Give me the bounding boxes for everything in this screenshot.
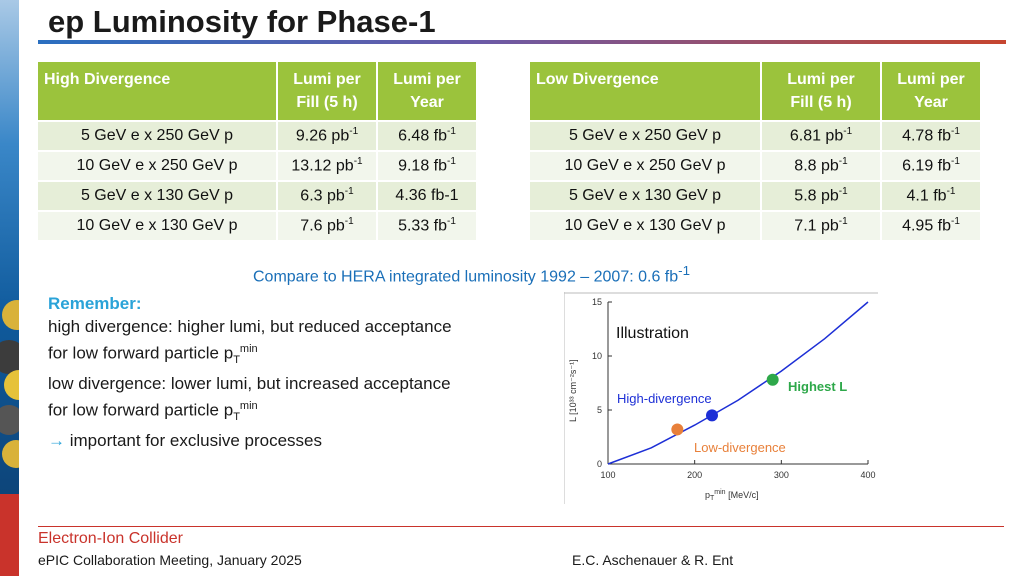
table-cell: 10 GeV e x 250 GeV p [38,152,276,180]
arrow-right-icon: → [48,431,65,451]
table-cell: 10 GeV e x 250 GeV p [530,152,760,180]
low-divergence-table: Low Divergence Lumi per Fill (5 h) Lumi … [528,60,982,242]
pt-subscript: T [233,411,240,424]
table-row: 5 GeV e x 250 GeV p 6.81 pb-1 4.78 fb-1 [530,122,980,150]
table-cell: 10 GeV e x 130 GeV p [530,212,760,240]
chart-points [671,373,779,436]
table-cell: 8.8 pb-1 [762,152,880,180]
table-row: 10 GeV e x 250 GeV p 8.8 pb-1 6.19 fb-1 [530,152,980,180]
y-axis-label: L [10³³ cm⁻²s⁻¹] [568,359,578,422]
table-cell: 13.12 pb-1 [278,152,376,180]
table-row: 10 GeV e x 130 GeV p 7.6 pb-1 5.33 fb-1 [38,212,476,240]
decorative-sphere [2,300,19,330]
x-axis-label-sup: min [714,489,725,496]
table-header: High Divergence [38,62,276,120]
table-cell: 4.1 fb-1 [882,182,980,210]
remember-line-text: important for exclusive processes [69,431,323,451]
chart-background [564,292,878,504]
y-tick-label: 15 [592,297,602,307]
table-cell: 5 GeV e x 130 GeV p [38,182,276,210]
table-cell: 5.33 fb-1 [378,212,476,240]
x-tick-label: 200 [687,470,702,480]
table-row: 5 GeV e x 130 GeV p 6.3 pb-1 4.36 fb-1 [38,182,476,210]
remember-line: → important for exclusive processes [48,429,528,452]
hera-comparison-note: Compare to HERA integrated luminosity 19… [253,263,690,286]
table-cell: 6.3 pb-1 [278,182,376,210]
table-header: Lumi per Year [378,62,476,120]
pt-subscript: T [233,354,240,367]
high-divergence-label: High-divergence [617,391,712,406]
high-table-body: 5 GeV e x 250 GeV p 9.26 pb-1 6.48 fb-1 10 … [38,122,476,240]
illustration-label: Illustration [616,325,689,342]
footer-divider [38,526,1004,527]
table-row: 10 GeV e x 250 GeV p 13.12 pb-1 9.18 fb-1 [38,152,476,180]
table-header: Lumi per Year [882,62,980,120]
pt-superscript: min [239,343,258,355]
y-tick-label: 0 [597,459,602,469]
title-underline [38,40,1006,44]
remember-title: Remember: [48,294,142,313]
x-tick-label: 400 [860,470,875,480]
hera-note-text: Compare to HERA integrated luminosity 19… [253,268,679,286]
low-table-body: 5 GeV e x 250 GeV p 6.81 pb-1 4.78 fb-1 10 … [530,122,980,240]
table-cell: 4.95 fb-1 [882,212,980,240]
x-axis-label-main: p [705,490,710,500]
table-row: 10 GeV e x 130 GeV p 7.1 pb-1 4.95 fb-1 [530,212,980,240]
table-cell: 4.78 fb-1 [882,122,980,150]
decorative-sphere [2,440,19,468]
data-point-low-divergence [671,423,684,436]
table-cell: 7.1 pb-1 [762,212,880,240]
table-header: Lumi per Fill (5 h) [278,62,376,120]
x-tick-label: 100 [600,470,615,480]
table-cell: 5 GeV e x 250 GeV p [530,122,760,150]
table-cell: 6.19 fb-1 [882,152,980,180]
remember-line: for low forward particle pTmin [48,395,528,429]
table-cell: 9.18 fb-1 [378,152,476,180]
footer-authors: E.C. Aschenauer & R. Ent [572,552,734,568]
luminosity-vs-pt-chart: 100 200 300 400 0 5 10 15 Illustration High-div… [564,292,878,504]
table-header: Low Divergence [530,62,760,120]
table-row: 5 GeV e x 130 GeV p 5.8 pb-1 4.1 fb-1 [530,182,980,210]
table-cell: 5 GeV e x 130 GeV p [530,182,760,210]
remember-line: high divergence: higher lumi, but reduce… [48,317,452,336]
remember-line: for low forward particle pTmin [48,338,528,372]
luminosity-curve [607,301,869,465]
x-axis-label-unit: [MeV/c] [726,490,759,500]
y-tick-label: 10 [592,351,602,361]
table-header: Lumi per Fill (5 h) [762,62,880,120]
x-tick-label: 300 [774,470,789,480]
remember-line: low divergence: lower lumi, but increase… [48,374,451,394]
y-tick-label: 5 [597,405,602,415]
table-cell: 7.6 pb-1 [278,212,376,240]
table-cell: 6.48 fb-1 [378,122,476,150]
left-strip-red-band [0,494,19,576]
decorative-sphere [4,370,19,400]
data-point-high-divergence [706,409,718,422]
table-cell: 10 GeV e x 130 GeV p [38,212,276,240]
chart-axes: 100 200 300 400 0 5 10 15 [592,297,876,480]
footer-meeting: ePIC Collaboration Meeting, January 2025 [38,552,302,568]
table-cell: 5 GeV e x 250 GeV p [38,122,276,150]
decorative-sphere [0,340,19,374]
high-divergence-table: High Divergence Lumi per Fill (5 h) Lumi… [36,60,478,242]
hera-note-exponent: -1 [678,263,690,278]
highest-l-label: Highest L [788,379,847,394]
table-cell: 6.81 pb-1 [762,122,880,150]
x-axis-label-sub: T [710,495,715,502]
decorative-sphere [0,405,19,435]
remember-notes: Remember: high divergence: higher lumi, … [48,292,528,452]
remember-line-text: for low forward particle p [48,400,234,420]
left-decoration [0,0,19,576]
data-point-highest-l [766,373,779,386]
low-divergence-label: Low-divergence [694,440,786,455]
table-cell: 5.8 pb-1 [762,182,880,210]
page-title: ep Luminosity for Phase-1 [48,4,436,39]
x-axis-label: pTmin [MeV/c] [705,489,759,502]
table-row: 5 GeV e x 250 GeV p 9.26 pb-1 6.48 fb-1 [38,122,476,150]
eic-brand: Electron-Ion Collider [38,530,183,547]
remember-line-text: for low forward particle p [48,343,234,363]
table-cell: 4.36 fb-1 [378,182,476,210]
table-cell: 9.26 pb-1 [278,122,376,150]
pt-superscript: min [239,400,258,413]
